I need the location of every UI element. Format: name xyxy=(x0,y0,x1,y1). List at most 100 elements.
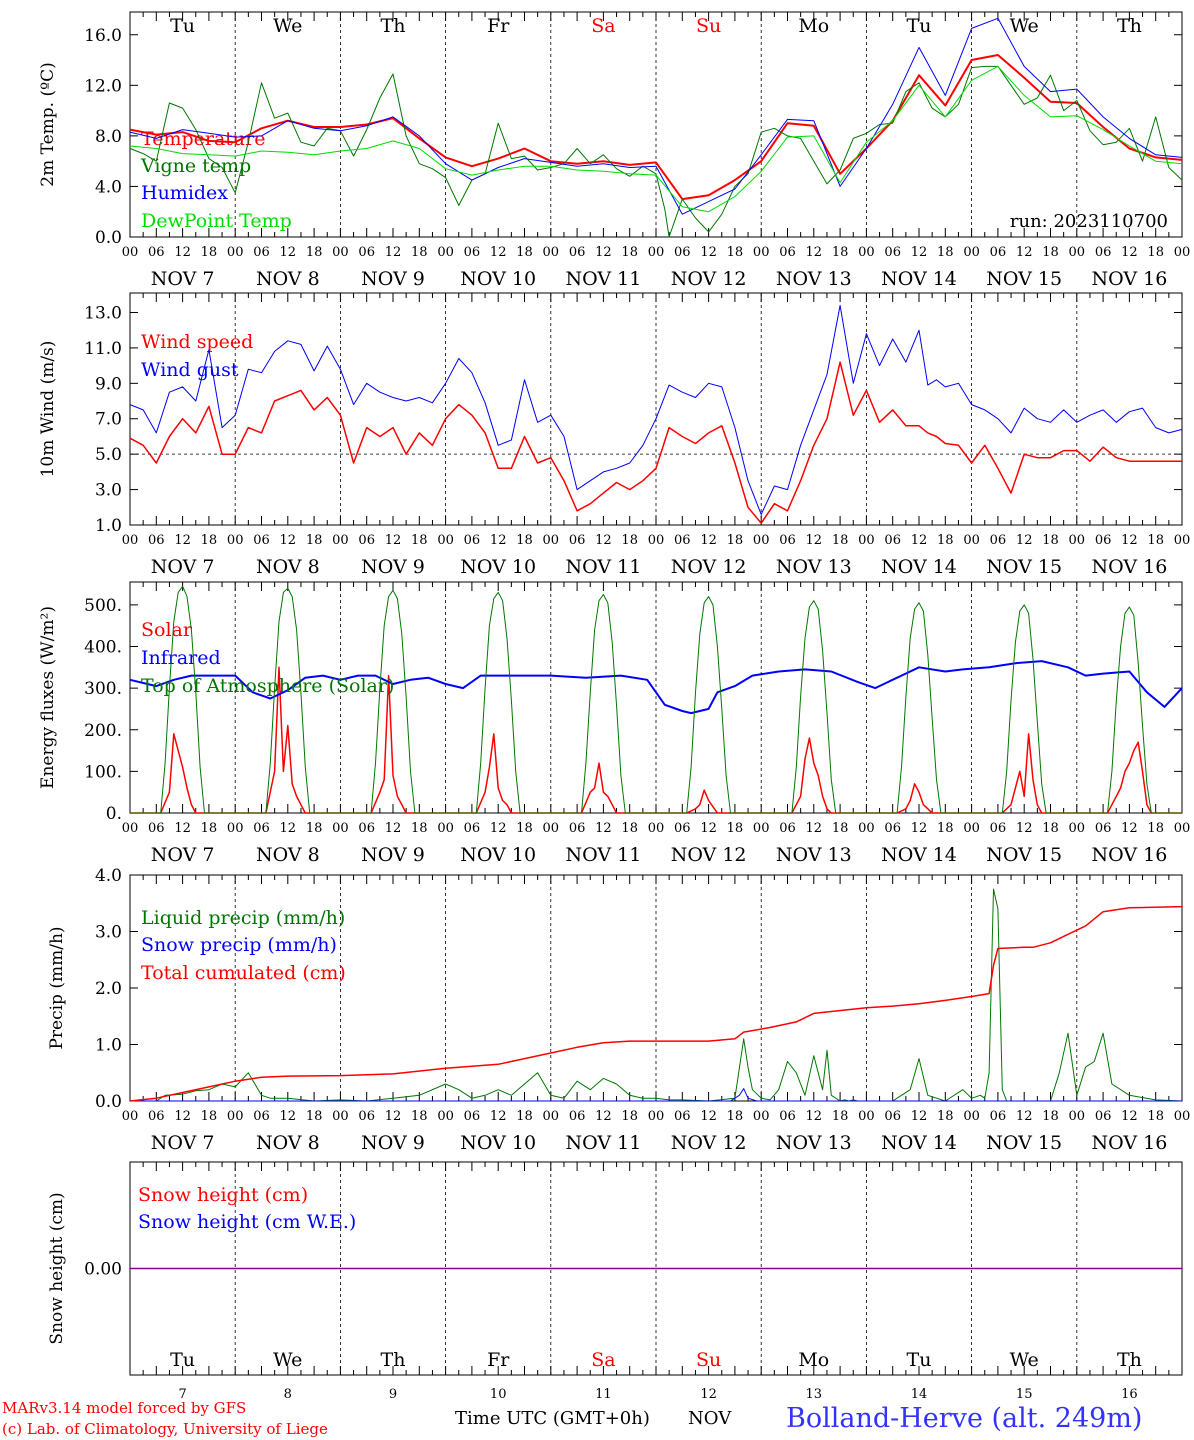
hour-tick-label: 12 xyxy=(700,1109,717,1124)
y-tick-label: 7.0 xyxy=(95,410,122,430)
day-number-label: 16 xyxy=(1121,1387,1138,1402)
hour-tick-label: 06 xyxy=(358,533,375,548)
y-axis-label: Snow height (cm) xyxy=(47,1192,67,1344)
hour-tick-label: 06 xyxy=(253,821,270,836)
date-label: NOV 11 xyxy=(565,556,641,578)
day-number-label: 9 xyxy=(389,1387,397,1402)
y-tick-label: 4.0 xyxy=(95,177,122,197)
run-label: run: 2023110700 xyxy=(1010,211,1168,232)
hour-tick-label: 00 xyxy=(332,821,349,836)
hour-tick-label: 00 xyxy=(963,1109,980,1124)
panel-3: 0. 100. 200. 300. 400. 500. Energy fluxes (W/m… xyxy=(38,581,1191,866)
hour-tick-label: 06 xyxy=(148,821,165,836)
hour-tick-label: 00 xyxy=(1069,1109,1086,1124)
hour-tick-label: 12 xyxy=(1121,1109,1138,1124)
hour-tick-label: 00 xyxy=(753,1109,770,1124)
hour-tick-label: 12 xyxy=(700,245,717,260)
date-label: NOV 16 xyxy=(1091,268,1167,290)
hour-tick-label: 18 xyxy=(937,533,954,548)
hour-tick-label: 00 xyxy=(1174,821,1191,836)
hour-tick-label: 12 xyxy=(700,821,717,836)
hour-tick-label: 00 xyxy=(122,533,139,548)
hour-tick-label: 18 xyxy=(1147,1109,1164,1124)
weekday-label: Tu xyxy=(170,15,195,37)
hour-tick-label: 12 xyxy=(1016,1109,1033,1124)
hour-tick-label: 06 xyxy=(253,245,270,260)
hour-tick-label: 00 xyxy=(1174,245,1191,260)
hour-tick-label: 06 xyxy=(569,245,586,260)
date-label: NOV 11 xyxy=(565,268,641,290)
date-label: NOV 14 xyxy=(881,1132,957,1154)
date-label: NOV 8 xyxy=(256,268,320,290)
hour-tick-label: 18 xyxy=(832,821,849,836)
weekday-label: Th xyxy=(1117,1349,1142,1371)
hour-tick-label: 18 xyxy=(727,821,744,836)
hour-tick-label: 00 xyxy=(858,821,875,836)
series-line-wind-speed xyxy=(129,361,1182,524)
weekday-label: Th xyxy=(381,15,406,37)
weekday-label: Su xyxy=(696,15,721,37)
hour-tick-label: 12 xyxy=(911,1109,928,1124)
y-tick-label: 4.0 xyxy=(95,866,122,886)
hour-tick-label: 12 xyxy=(385,1109,402,1124)
hour-tick-label: 12 xyxy=(280,245,297,260)
day-number-label: 10 xyxy=(490,1387,507,1402)
y-tick-label: 0. xyxy=(106,804,122,824)
hour-tick-label: 00 xyxy=(858,533,875,548)
hour-tick-label: 12 xyxy=(911,821,928,836)
hour-tick-label: 06 xyxy=(779,245,796,260)
hour-tick-label: 18 xyxy=(411,245,428,260)
hour-tick-label: 12 xyxy=(1121,533,1138,548)
footer-month: NOV xyxy=(688,1408,732,1429)
hour-tick-label: 18 xyxy=(201,533,218,548)
y-tick-label: 0.0 xyxy=(95,1092,122,1112)
hour-tick-label: 06 xyxy=(990,245,1007,260)
hour-tick-label: 06 xyxy=(464,1109,481,1124)
y-tick-label: 100. xyxy=(84,762,122,782)
y-tick-label: 0.0 xyxy=(95,228,122,248)
day-number-label: 14 xyxy=(911,1387,928,1402)
day-number-label: 13 xyxy=(806,1387,823,1402)
date-label: NOV 10 xyxy=(460,1132,536,1154)
y-axis-label: Energy fluxes (W/m²) xyxy=(38,606,58,789)
hour-tick-label: 18 xyxy=(306,533,323,548)
hour-tick-label: 18 xyxy=(411,821,428,836)
legend-entry: Wind speed xyxy=(141,331,253,353)
hour-tick-label: 18 xyxy=(516,533,533,548)
day-number-label: 12 xyxy=(700,1387,717,1402)
date-label: NOV 12 xyxy=(671,844,747,866)
hour-tick-label: 18 xyxy=(727,533,744,548)
weekday-label: We xyxy=(273,15,302,37)
legend-entry: Top of Atmosphere (Solar) xyxy=(141,675,394,697)
date-label: NOV 8 xyxy=(256,1132,320,1154)
date-label: NOV 12 xyxy=(671,556,747,578)
hour-tick-label: 00 xyxy=(963,245,980,260)
hour-tick-label: 06 xyxy=(1095,245,1112,260)
hour-tick-label: 06 xyxy=(253,533,270,548)
series-line-humidex xyxy=(129,17,1183,215)
series-line-snow-precip-mm-h xyxy=(130,1088,1182,1102)
hour-tick-label: 18 xyxy=(937,1109,954,1124)
hour-tick-label: 00 xyxy=(122,1109,139,1124)
legend-entry: Wind gust xyxy=(141,359,239,381)
hour-tick-label: 12 xyxy=(595,821,612,836)
weekday-label: Mo xyxy=(798,15,829,37)
date-label: NOV 11 xyxy=(565,844,641,866)
hour-tick-label: 12 xyxy=(385,821,402,836)
hour-tick-label: 18 xyxy=(621,533,638,548)
hour-tick-label: 12 xyxy=(490,533,507,548)
hour-tick-label: 18 xyxy=(516,245,533,260)
date-label: NOV 14 xyxy=(881,268,957,290)
hour-tick-label: 00 xyxy=(437,533,454,548)
y-tick-label: 400. xyxy=(84,638,122,658)
footer-lab: (c) Lab. of Climatology, University of L… xyxy=(2,1420,328,1438)
date-label: NOV 12 xyxy=(671,268,747,290)
date-label: NOV 10 xyxy=(460,268,536,290)
y-axis-label: Precip (mm/h) xyxy=(47,926,67,1049)
hour-tick-label: 06 xyxy=(990,821,1007,836)
weekday-label: Th xyxy=(1117,15,1142,37)
legend-entry: Vigne temp xyxy=(140,155,251,177)
panel-2: 1.0 3.0 5.0 7.0 9.0 11.0 13.0 10m Wind (m/s) Win… xyxy=(38,292,1190,578)
hour-tick-label: 00 xyxy=(332,533,349,548)
